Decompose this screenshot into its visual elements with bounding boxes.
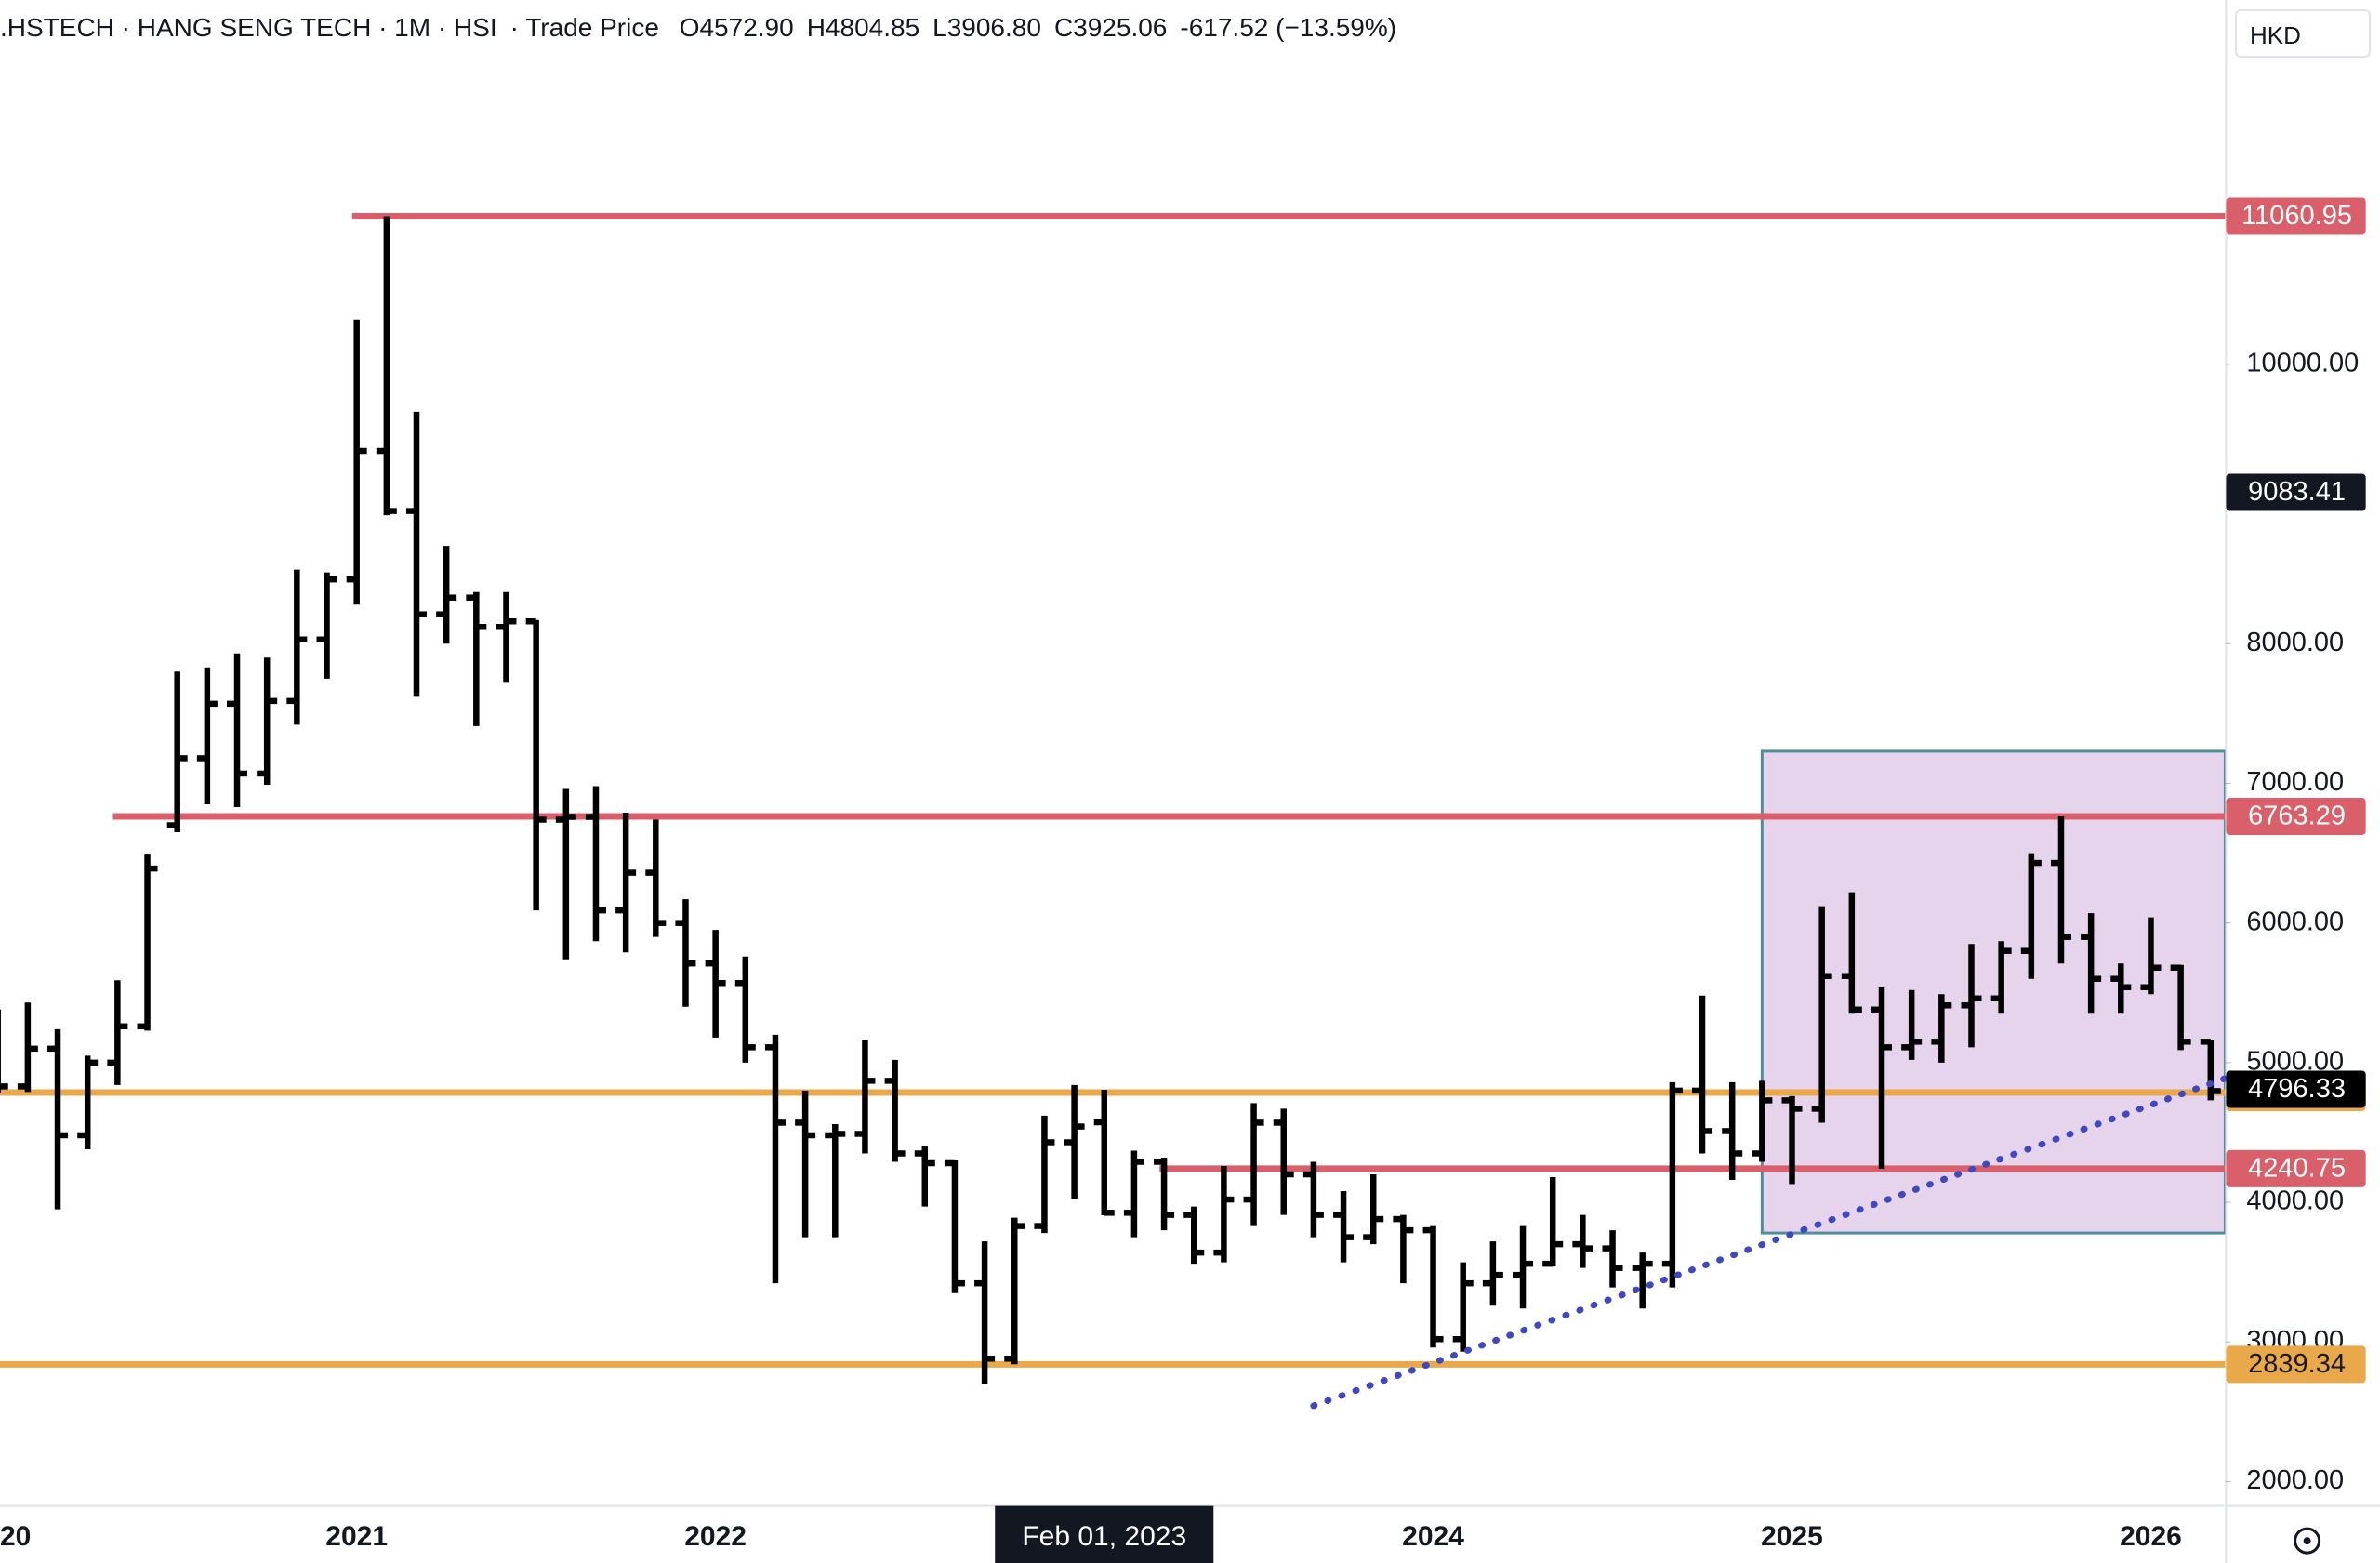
x-tick-label: 20 bbox=[0, 1521, 31, 1552]
last-price-tag: 4796.33 bbox=[2248, 1074, 2346, 1104]
crosshair-price-tag: 9083.41 bbox=[2248, 477, 2346, 507]
legend-close: C3925.06 bbox=[1053, 13, 1168, 42]
level-price-tag: 11060.95 bbox=[2241, 201, 2352, 231]
legend-open: O4572.90 bbox=[679, 13, 794, 42]
last-price-tag-bg bbox=[2226, 1070, 2366, 1108]
currency-select[interactable]: HKD bbox=[2235, 9, 2371, 58]
y-tick-label: 10000.00 bbox=[2246, 349, 2359, 378]
crosshair-date-label: Feb 01, 2023 bbox=[1022, 1521, 1186, 1552]
y-tick-label: 6000.00 bbox=[2246, 907, 2344, 936]
legend-high: H4804.85 bbox=[806, 13, 920, 42]
x-tick-label: 2021 bbox=[325, 1521, 388, 1552]
x-tick-label: 2024 bbox=[1402, 1521, 1464, 1552]
x-tick-label: 2026 bbox=[2120, 1521, 2182, 1552]
y-tick-label: 8000.00 bbox=[2246, 628, 2344, 657]
level-price-tag-bg bbox=[2226, 798, 2366, 836]
level-price-tag: 2839.34 bbox=[2248, 1349, 2346, 1379]
settings-icon[interactable] bbox=[2294, 1527, 2321, 1555]
level-price-tag-bg bbox=[2226, 1149, 2366, 1187]
level-price-tag-bg bbox=[2226, 197, 2366, 235]
level-price-tag-bg bbox=[2226, 1345, 2366, 1384]
x-tick-label: 2025 bbox=[1761, 1521, 1823, 1552]
range-box bbox=[1760, 749, 2227, 1235]
x-tick-label: 2022 bbox=[684, 1521, 747, 1552]
level-price-tag: 4240.75 bbox=[2248, 1154, 2346, 1184]
legend-low: L3906.80 bbox=[932, 13, 1041, 42]
settings-icon-dot bbox=[2303, 1537, 2311, 1545]
price-source: · Trade Price bbox=[509, 13, 659, 42]
legend-change: -617.52 (−13.59%) bbox=[1180, 13, 1397, 42]
symbol-title: .HSTECH · HANG SENG TECH · 1M · HSI bbox=[0, 13, 497, 42]
crosshair-date-bg bbox=[995, 1505, 1214, 1563]
crosshair-price-tag-bg bbox=[2226, 473, 2366, 511]
symbol-header: .HSTECH · HANG SENG TECH · 1M · HSI · Tra… bbox=[0, 13, 1409, 43]
y-tick-label: 7000.00 bbox=[2246, 767, 2344, 797]
y-tick-label: 4000.00 bbox=[2246, 1186, 2344, 1216]
y-tick-label: 2000.00 bbox=[2246, 1465, 2344, 1495]
level-price-tag: 6763.29 bbox=[2248, 801, 2346, 831]
trendline bbox=[1310, 1075, 2228, 1410]
